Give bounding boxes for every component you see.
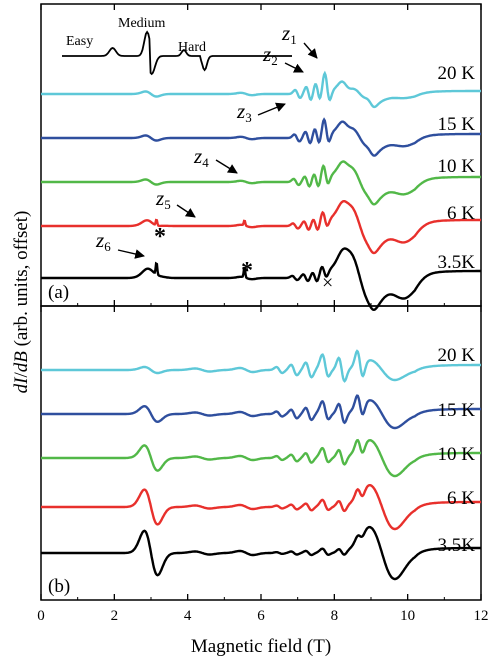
x-tick-label: 8	[331, 608, 339, 624]
annotation-z5: z5	[155, 186, 171, 212]
annotation-z4: z4	[193, 144, 209, 170]
inset-label-easy: Easy	[66, 34, 93, 49]
y-axis-title: dI/dB (arb. units, offset)	[11, 211, 32, 394]
series-line	[41, 70, 481, 109]
inset-label-hard: Hard	[178, 40, 206, 55]
temperature-label: 20 K	[438, 345, 476, 366]
x-tick-label: 4	[184, 608, 192, 624]
temperature-labels: 20 K 15 K 10 K 6 K 3.5K 20 K 15 K 10 K 6 K 3.5K	[438, 63, 476, 556]
panel-b-series	[41, 349, 481, 581]
x-tick-label: 12	[474, 608, 489, 624]
inset-label-medium: Medium	[118, 16, 166, 31]
x-axis-title: Magnetic field (T)	[191, 636, 331, 657]
marker-asterisk-1: *	[154, 224, 166, 250]
annotation-z1: z1	[281, 21, 297, 47]
temperature-label: 20 K	[438, 63, 476, 84]
z-annotations: z1 z2 z3 z4 z5 z6	[95, 21, 318, 259]
x-tick-label: 0	[37, 608, 45, 624]
series-line	[41, 394, 481, 430]
marker-cross: ×	[322, 272, 333, 294]
inset-trace	[62, 30, 292, 76]
annotation-z6: z6	[95, 228, 111, 254]
temperature-label: 6 K	[447, 203, 475, 224]
temperature-label: 10 K	[438, 444, 476, 465]
x-axis-ticks: 0 2 4 6 8 10 12	[37, 4, 489, 624]
panel-a-series	[41, 70, 481, 312]
temperature-label: 3.5K	[438, 252, 476, 273]
x-tick-label: 10	[400, 608, 415, 624]
series-line	[41, 247, 481, 312]
arrow-z1	[303, 42, 318, 59]
annotation-z2: z2	[262, 42, 278, 68]
series-line	[41, 525, 481, 581]
panel-a-frame	[40, 3, 482, 307]
arrow-z5	[176, 204, 196, 218]
marker-asterisk-2: *	[241, 258, 253, 284]
temperature-label: 3.5K	[438, 535, 476, 556]
temperature-label: 6 K	[447, 488, 475, 509]
temperature-label: 15 K	[438, 114, 476, 135]
arrow-z4	[215, 159, 238, 174]
x-tick-label: 2	[111, 608, 119, 624]
x-tick-label: 6	[257, 608, 265, 624]
series-line	[41, 200, 481, 255]
temperature-label: 15 K	[438, 400, 476, 421]
inset-spectrum: Easy Medium Hard	[62, 16, 292, 76]
series-line	[41, 438, 481, 478]
arrow-z6	[117, 249, 145, 259]
temperature-label: 10 K	[438, 156, 476, 177]
series-line	[41, 349, 481, 383]
arrow-z2	[284, 62, 304, 73]
series-line	[41, 117, 481, 157]
panel-b-label: (b)	[48, 576, 70, 597]
annotation-z3: z3	[236, 99, 252, 125]
arrow-z3	[257, 102, 286, 116]
series-line	[41, 160, 481, 206]
panel-a-label: (a)	[48, 282, 69, 303]
series-line	[41, 484, 481, 531]
